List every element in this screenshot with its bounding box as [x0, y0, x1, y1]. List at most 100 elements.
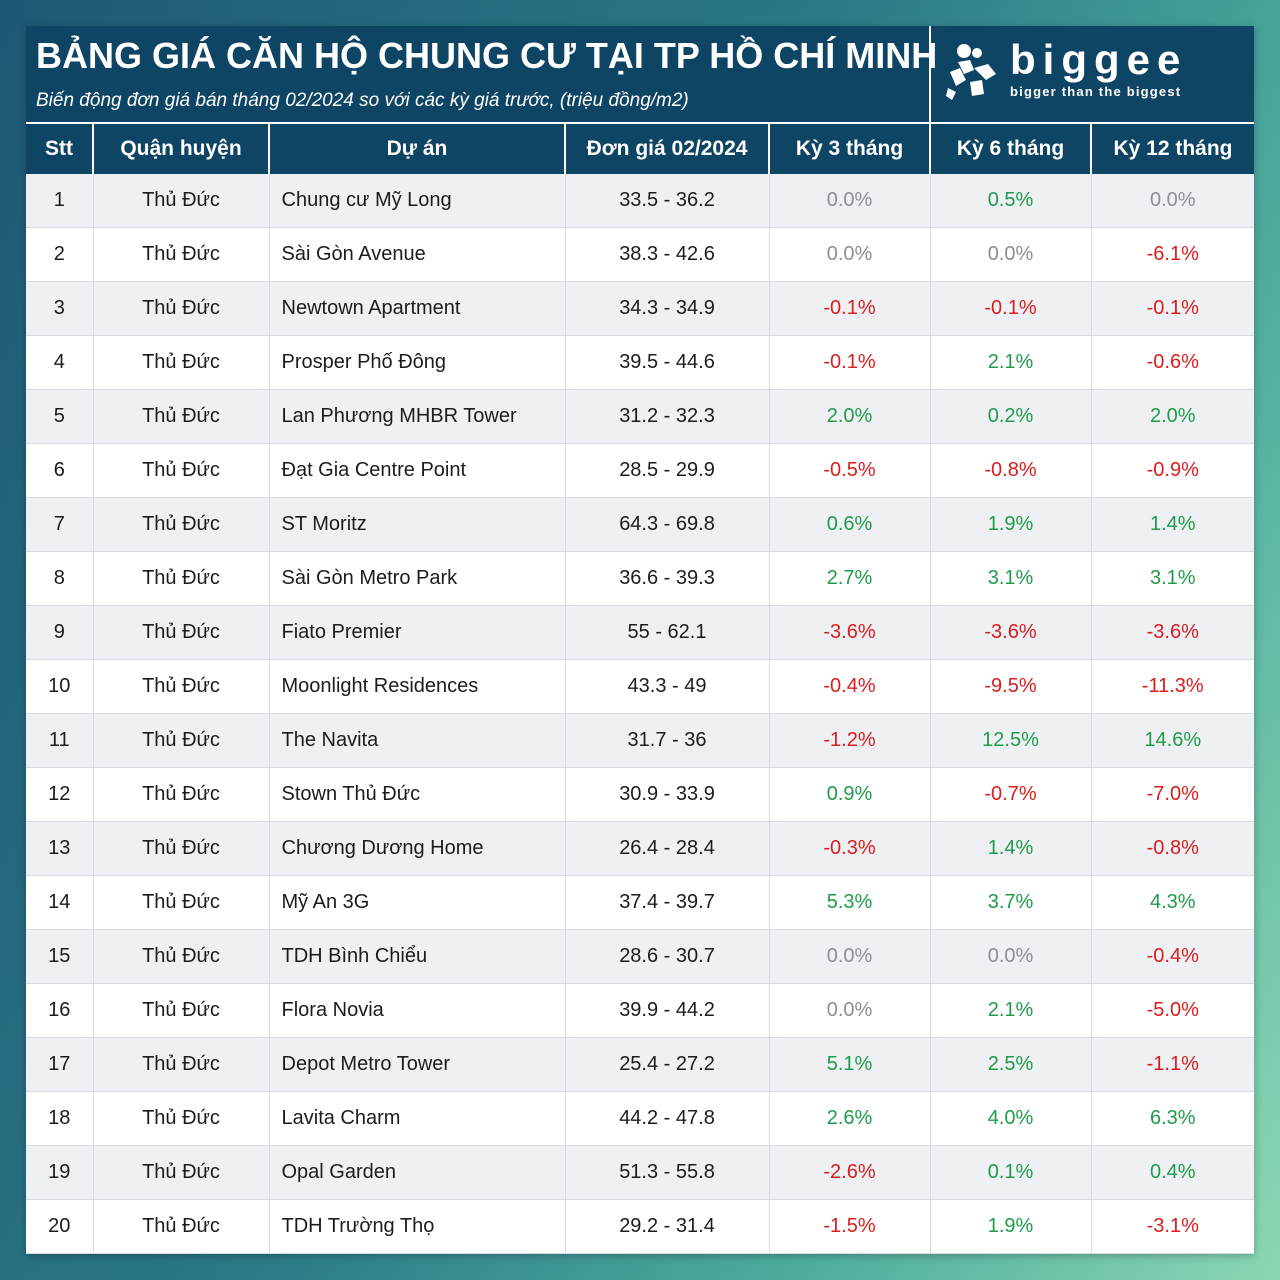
- cell-change-6-months: -0.8%: [929, 443, 1091, 498]
- cell-district: Thủ Đức: [92, 1037, 269, 1092]
- col-header-6-months: Kỳ 6 tháng: [929, 122, 1091, 174]
- table-row: 14 Thủ Đức Mỹ An 3G 37.4 - 39.7 5.3% 3.7% 4.3%: [26, 875, 1254, 930]
- cell-change-12-months: -0.1%: [1090, 281, 1254, 336]
- cell-price: 26.4 - 28.4: [564, 821, 769, 876]
- cell-change-6-months: 2.5%: [929, 1037, 1091, 1092]
- cell-stt: 15: [26, 929, 93, 984]
- cell-change-3-months: -0.4%: [768, 659, 930, 714]
- cell-district: Thủ Đức: [92, 281, 269, 336]
- cell-price: 55 - 62.1: [564, 605, 769, 660]
- cell-price: 29.2 - 31.4: [564, 1199, 769, 1254]
- col-header-3-months: Kỳ 3 tháng: [768, 122, 930, 174]
- cell-price: 39.5 - 44.6: [564, 335, 769, 390]
- cell-stt: 16: [26, 983, 93, 1038]
- cell-change-3-months: 5.1%: [768, 1037, 930, 1092]
- table-row: 5 Thủ Đức Lan Phương MHBR Tower 31.2 - 32.3…: [26, 389, 1254, 444]
- cell-price: 31.7 - 36: [564, 713, 769, 768]
- cell-change-3-months: -3.6%: [768, 605, 930, 660]
- cell-project: Newtown Apartment: [268, 281, 565, 336]
- cell-price: 25.4 - 27.2: [564, 1037, 769, 1092]
- table-row: 20 Thủ Đức TDH Trường Thọ 29.2 - 31.4 -1.5% 1…: [26, 1199, 1254, 1254]
- cell-district: Thủ Đức: [92, 227, 269, 282]
- cell-price: 39.9 - 44.2: [564, 983, 769, 1038]
- cell-price: 64.3 - 69.8: [564, 497, 769, 552]
- cell-district: Thủ Đức: [92, 983, 269, 1038]
- cell-project: Depot Metro Tower: [268, 1037, 565, 1092]
- table-row: 3 Thủ Đức Newtown Apartment 34.3 - 34.9 -0.1…: [26, 281, 1254, 336]
- cell-project: TDH Bình Chiểu: [268, 929, 565, 984]
- logo-wordmark: biggee: [1010, 36, 1188, 83]
- cell-change-3-months: -0.5%: [768, 443, 930, 498]
- biggee-logo: biggee bigger than the biggest: [944, 36, 1244, 106]
- cell-district: Thủ Đức: [92, 443, 269, 498]
- cell-project: Opal Garden: [268, 1145, 565, 1200]
- cell-change-12-months: -0.8%: [1090, 821, 1254, 876]
- cell-change-3-months: -1.5%: [768, 1199, 930, 1254]
- cell-district: Thủ Đức: [92, 1199, 269, 1254]
- cell-stt: 9: [26, 605, 93, 660]
- col-header-price: Đơn giá 02/2024: [564, 122, 769, 174]
- cell-district: Thủ Đức: [92, 767, 269, 822]
- table-row: 15 Thủ Đức TDH Bình Chiểu 28.6 - 30.7 0.0% 0.…: [26, 929, 1254, 984]
- cell-change-3-months: -0.1%: [768, 281, 930, 336]
- page-subtitle: Biến động đơn giá bán tháng 02/2024 so v…: [36, 90, 689, 111]
- cell-price: 37.4 - 39.7: [564, 875, 769, 930]
- logo-divider: [929, 26, 931, 122]
- cell-change-3-months: 2.0%: [768, 389, 930, 444]
- cell-change-6-months: -9.5%: [929, 659, 1091, 714]
- cell-stt: 19: [26, 1145, 93, 1200]
- cell-change-3-months: 0.0%: [768, 929, 930, 984]
- cell-price: 28.6 - 30.7: [564, 929, 769, 984]
- cell-stt: 18: [26, 1091, 93, 1146]
- cell-stt: 14: [26, 875, 93, 930]
- cell-change-12-months: -7.0%: [1090, 767, 1254, 822]
- cell-change-3-months: -1.2%: [768, 713, 930, 768]
- table-row: 12 Thủ Đức Stown Thủ Đức 30.9 - 33.9 0.9% -0.…: [26, 767, 1254, 822]
- table-row: 4 Thủ Đức Prosper Phố Đông 39.5 - 44.6 -0.1%…: [26, 335, 1254, 390]
- table-row: 10 Thủ Đức Moonlight Residences 43.3 - 49 -0…: [26, 659, 1254, 714]
- table-row: 1 Thủ Đức Chung cư Mỹ Long 33.5 - 36.2 0.0% 0…: [26, 174, 1254, 228]
- cell-price: 30.9 - 33.9: [564, 767, 769, 822]
- cell-change-3-months: 2.6%: [768, 1091, 930, 1146]
- table-header-row: Stt Quận huyện Dự án Đơn giá 02/2024 Kỳ …: [26, 122, 1254, 174]
- cell-price: 51.3 - 55.8: [564, 1145, 769, 1200]
- cell-change-12-months: -0.9%: [1090, 443, 1254, 498]
- cell-change-12-months: 0.4%: [1090, 1145, 1254, 1200]
- cell-change-6-months: 1.9%: [929, 497, 1091, 552]
- cell-change-12-months: -1.1%: [1090, 1037, 1254, 1092]
- cell-change-12-months: -3.6%: [1090, 605, 1254, 660]
- cell-change-12-months: 14.6%: [1090, 713, 1254, 768]
- cell-change-6-months: 3.7%: [929, 875, 1091, 930]
- cell-stt: 7: [26, 497, 93, 552]
- cell-district: Thủ Đức: [92, 1145, 269, 1200]
- cell-change-6-months: -0.7%: [929, 767, 1091, 822]
- col-header-district: Quận huyện: [92, 122, 269, 174]
- cell-change-12-months: 0.0%: [1090, 174, 1254, 228]
- cell-project: Đạt Gia Centre Point: [268, 443, 565, 498]
- table-row: 16 Thủ Đức Flora Novia 39.9 - 44.2 0.0% 2.1% -…: [26, 983, 1254, 1038]
- cell-stt: 8: [26, 551, 93, 606]
- cell-stt: 4: [26, 335, 93, 390]
- cell-change-6-months: 0.0%: [929, 227, 1091, 282]
- cell-price: 34.3 - 34.9: [564, 281, 769, 336]
- cell-project: Prosper Phố Đông: [268, 335, 565, 390]
- cell-district: Thủ Đức: [92, 929, 269, 984]
- table-row: 18 Thủ Đức Lavita Charm 44.2 - 47.8 2.6% 4.0%…: [26, 1091, 1254, 1146]
- cell-change-12-months: 4.3%: [1090, 875, 1254, 930]
- cell-district: Thủ Đức: [92, 497, 269, 552]
- cell-change-12-months: -0.4%: [1090, 929, 1254, 984]
- cell-change-3-months: 0.0%: [768, 227, 930, 282]
- cell-change-12-months: 6.3%: [1090, 1091, 1254, 1146]
- cell-stt: 12: [26, 767, 93, 822]
- cell-project: Flora Novia: [268, 983, 565, 1038]
- col-header-stt: Stt: [26, 122, 93, 174]
- cell-project: Chương Dương Home: [268, 821, 565, 876]
- cell-price: 36.6 - 39.3: [564, 551, 769, 606]
- cell-stt: 10: [26, 659, 93, 714]
- cell-change-6-months: -3.6%: [929, 605, 1091, 660]
- cell-change-12-months: 1.4%: [1090, 497, 1254, 552]
- cell-change-3-months: 2.7%: [768, 551, 930, 606]
- cell-price: 28.5 - 29.9: [564, 443, 769, 498]
- cell-change-3-months: 0.9%: [768, 767, 930, 822]
- cell-change-12-months: -11.3%: [1090, 659, 1254, 714]
